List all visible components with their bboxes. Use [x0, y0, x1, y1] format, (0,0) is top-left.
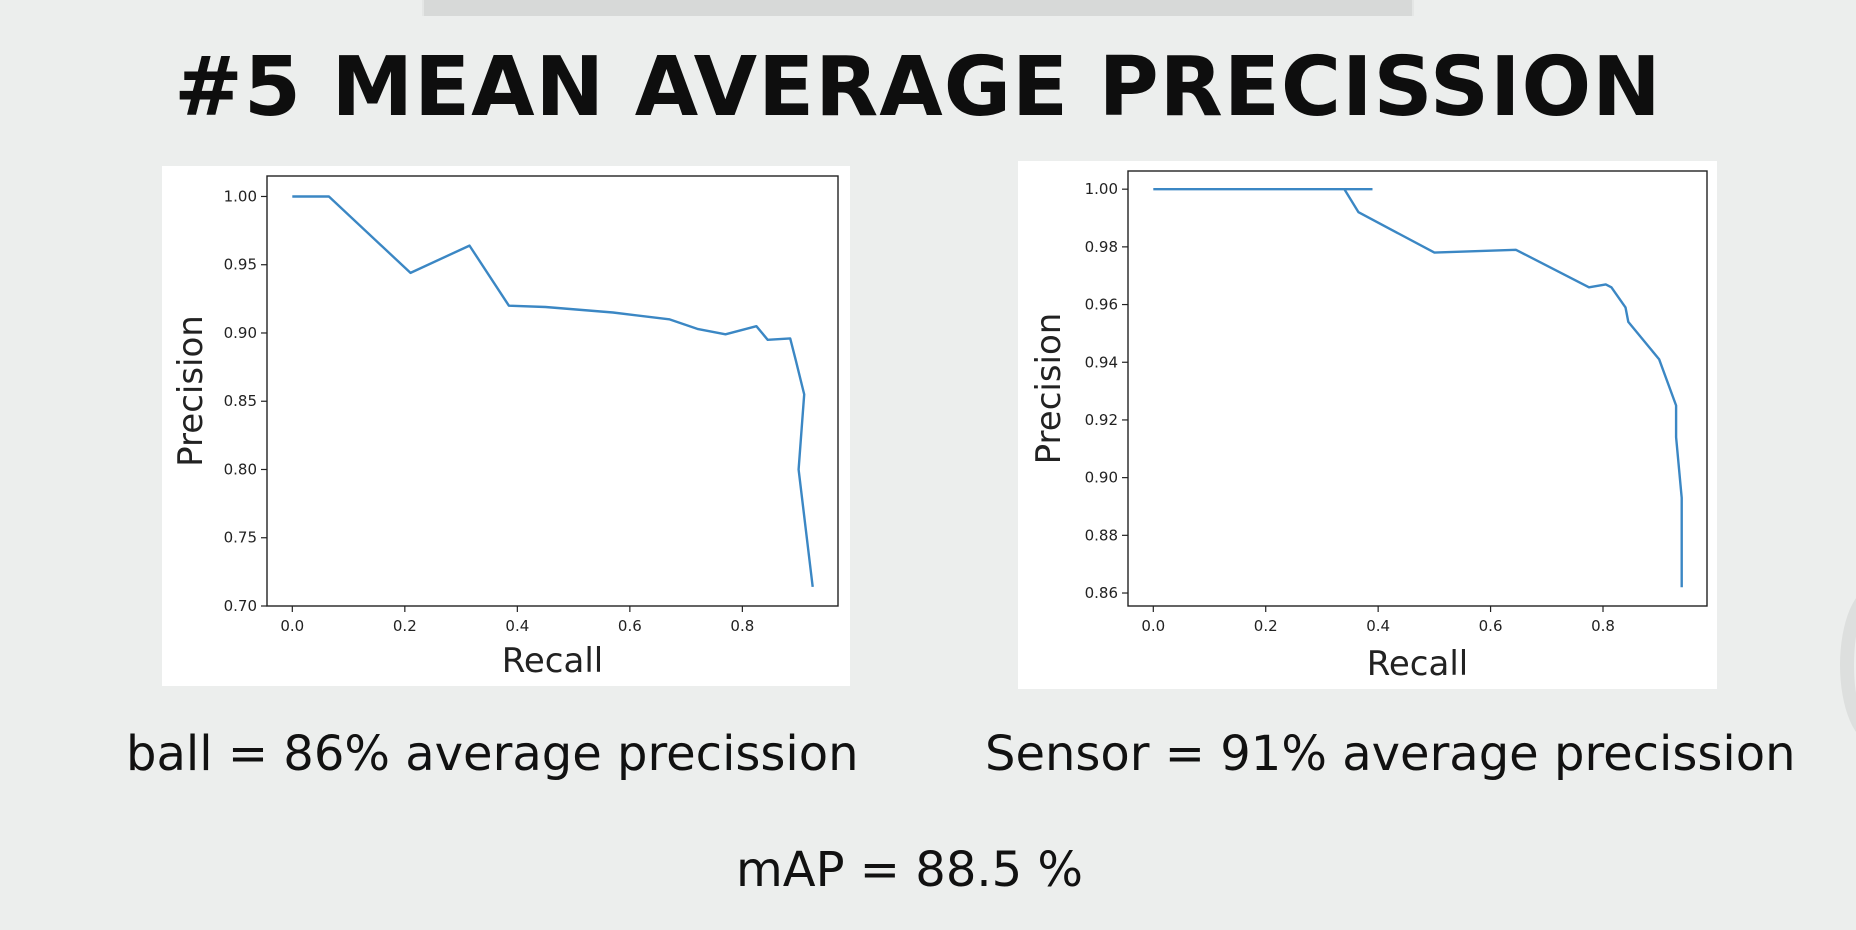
y-tick-label: 1.00 [1085, 180, 1118, 198]
y-tick-label: 0.94 [1085, 353, 1118, 371]
decorative-arc [1840, 586, 1856, 744]
x-axis-label: Recall [502, 641, 603, 681]
y-tick-label: 0.70 [224, 597, 257, 615]
precision-recall-chart-ball: 0.0 0.2 0.4 0.6 0.8 0.70 0.75 0.80 0.85 0.90 0.95 1… [171, 175, 839, 681]
x-tick-label: 0.6 [1479, 617, 1503, 635]
x-tick-label: 0.6 [618, 617, 642, 635]
y-tick-label: 0.90 [1085, 469, 1118, 487]
precision-recall-chart-sensor: 0.0 0.2 0.4 0.6 0.8 0.86 0.88 0.90 0.92 0.94 0.96 0… [1029, 170, 1708, 684]
x-tick-label: 0.8 [1591, 617, 1615, 635]
x-axis-label: Recall [1367, 644, 1468, 684]
series-line-1 [292, 195, 814, 588]
y-tick-label: 0.96 [1085, 296, 1118, 314]
x-tick-label: 0.4 [505, 617, 529, 635]
y-tick-label: 0.88 [1085, 526, 1118, 544]
y-tick-label: 0.92 [1085, 411, 1118, 429]
slide-title: #5 MEAN AVERAGE PRECISSION [174, 40, 1662, 135]
y-tick-label: 0.86 [1085, 584, 1118, 602]
y-axis-label: Precision [1029, 313, 1069, 465]
x-tick-label: 0.8 [730, 617, 754, 635]
y-tick-label: 0.98 [1085, 238, 1118, 256]
map-caption: mAP = 88.5 % [736, 842, 1084, 898]
y-tick-label: 1.00 [224, 187, 257, 205]
y-tick-label: 0.80 [224, 460, 257, 478]
x-tick-label: 0.4 [1366, 617, 1390, 635]
x-tick-label: 0.2 [393, 617, 417, 635]
axes-frame [1127, 170, 1708, 607]
ball-ap-caption: ball = 86% average precission [126, 726, 859, 782]
axes-frame [266, 175, 839, 607]
x-tick-label: 0.2 [1254, 617, 1278, 635]
x-tick-label: 0.0 [280, 617, 304, 635]
chart-panel-sensor: 0.0 0.2 0.4 0.6 0.8 0.86 0.88 0.90 0.92 0.94 0.96 0… [1018, 161, 1717, 689]
chart-panel-ball: 0.0 0.2 0.4 0.6 0.8 0.70 0.75 0.80 0.85 0.90 0.95 1… [162, 166, 850, 686]
sensor-ap-caption: Sensor = 91% average precission [985, 726, 1796, 782]
y-axis-label: Precision [171, 315, 211, 467]
series-line-2 [1343, 188, 1683, 588]
y-tick-label: 0.75 [224, 529, 257, 547]
top-bar-decoration [422, 0, 1414, 16]
x-tick-label: 0.0 [1141, 617, 1165, 635]
y-tick-label: 0.95 [224, 256, 257, 274]
y-tick-label: 0.90 [224, 324, 257, 342]
y-tick-label: 0.85 [224, 392, 257, 410]
